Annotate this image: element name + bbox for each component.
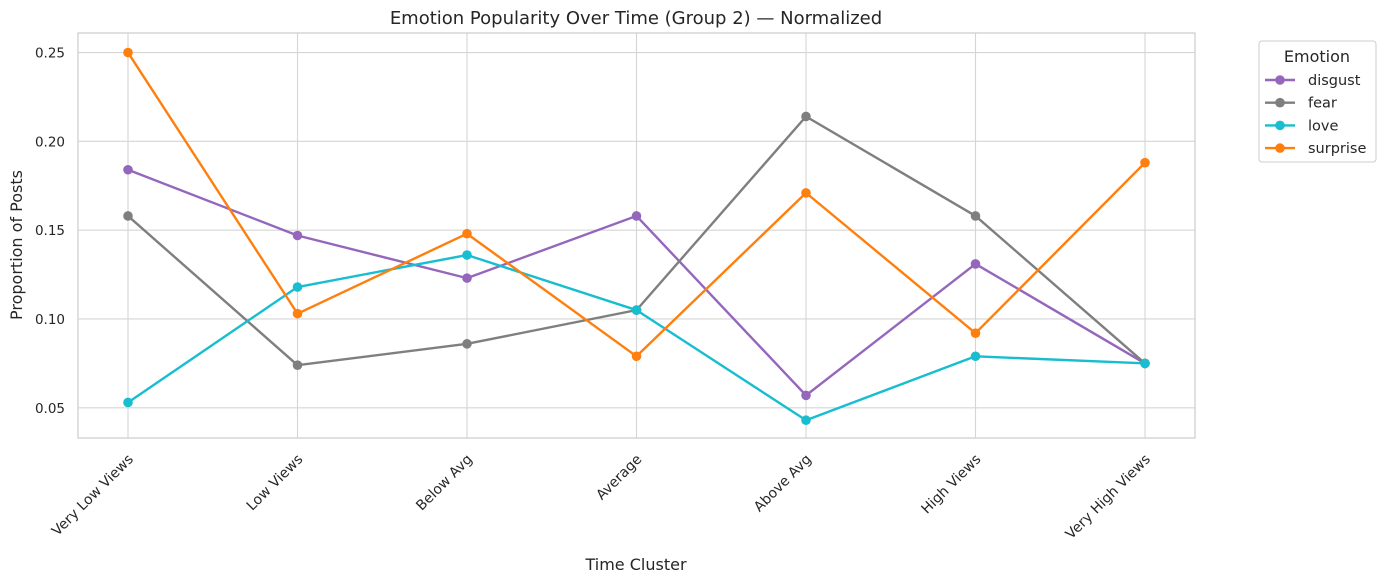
data-point-disgust [462,273,472,283]
data-point-surprise [631,351,642,362]
data-point-love [292,282,303,292]
legend-frame [1258,40,1377,163]
data-point-love [631,305,642,315]
y-axis-label: Proportion of Posts [7,170,26,320]
legend-marker [1275,143,1285,153]
data-point-fear [292,360,303,370]
series-surprise [123,47,1150,362]
plot-frame [77,32,1196,439]
data-point-surprise [801,188,811,198]
y-tick-label: 0.15 [35,223,65,239]
data-point-love [801,415,811,426]
data-point-fear [462,339,472,349]
data-point-love [1140,358,1150,369]
data-point-disgust [631,211,642,221]
legend-label: love [1308,118,1338,134]
data-point-surprise [462,228,472,239]
data-point-surprise [970,328,981,338]
data-point-love [970,351,981,362]
data-point-disgust [292,230,303,241]
x-axis-label: Time Cluster [584,555,686,574]
legend-label: surprise [1308,141,1366,157]
legend-item-surprise: surprise [1265,141,1366,157]
legend: Emotion disgust fear love surprise [1258,40,1377,163]
data-point-disgust [123,164,133,175]
series-love [123,250,1150,426]
data-point-disgust [801,390,811,401]
legend-marker [1275,120,1285,131]
legend-item-love: love [1265,118,1338,134]
y-tick-label: 0.05 [35,401,65,417]
legend-marker [1275,75,1285,85]
legend-label: disgust [1308,73,1361,89]
y-tick-label: 0.20 [35,134,65,150]
data-point-disgust [970,259,981,269]
data-point-fear [970,211,981,221]
legend-marker [1275,97,1285,108]
y-axis-ticks: 0.05 0.10 0.15 0.20 0.25 [35,46,65,417]
data-point-surprise [292,308,303,319]
data-point-love [462,250,472,260]
legend-title: Emotion [1284,47,1350,66]
y-tick-label: 0.10 [35,312,65,328]
legend-item-disgust: disgust [1265,73,1361,89]
data-point-love [123,397,133,408]
legend-item-fear: fear [1265,96,1337,112]
data-point-fear [801,111,811,122]
data-point-surprise [1140,157,1150,168]
chart-title: Emotion Popularity Over Time (Group 2) —… [390,8,882,29]
legend-label: fear [1308,96,1337,112]
data-point-surprise [123,47,133,58]
legend-items: disgust fear love surprise [1265,73,1366,157]
series-layer [123,47,1150,426]
y-tick-label: 0.25 [35,46,65,62]
grid [78,33,1195,438]
data-point-fear [123,211,133,221]
